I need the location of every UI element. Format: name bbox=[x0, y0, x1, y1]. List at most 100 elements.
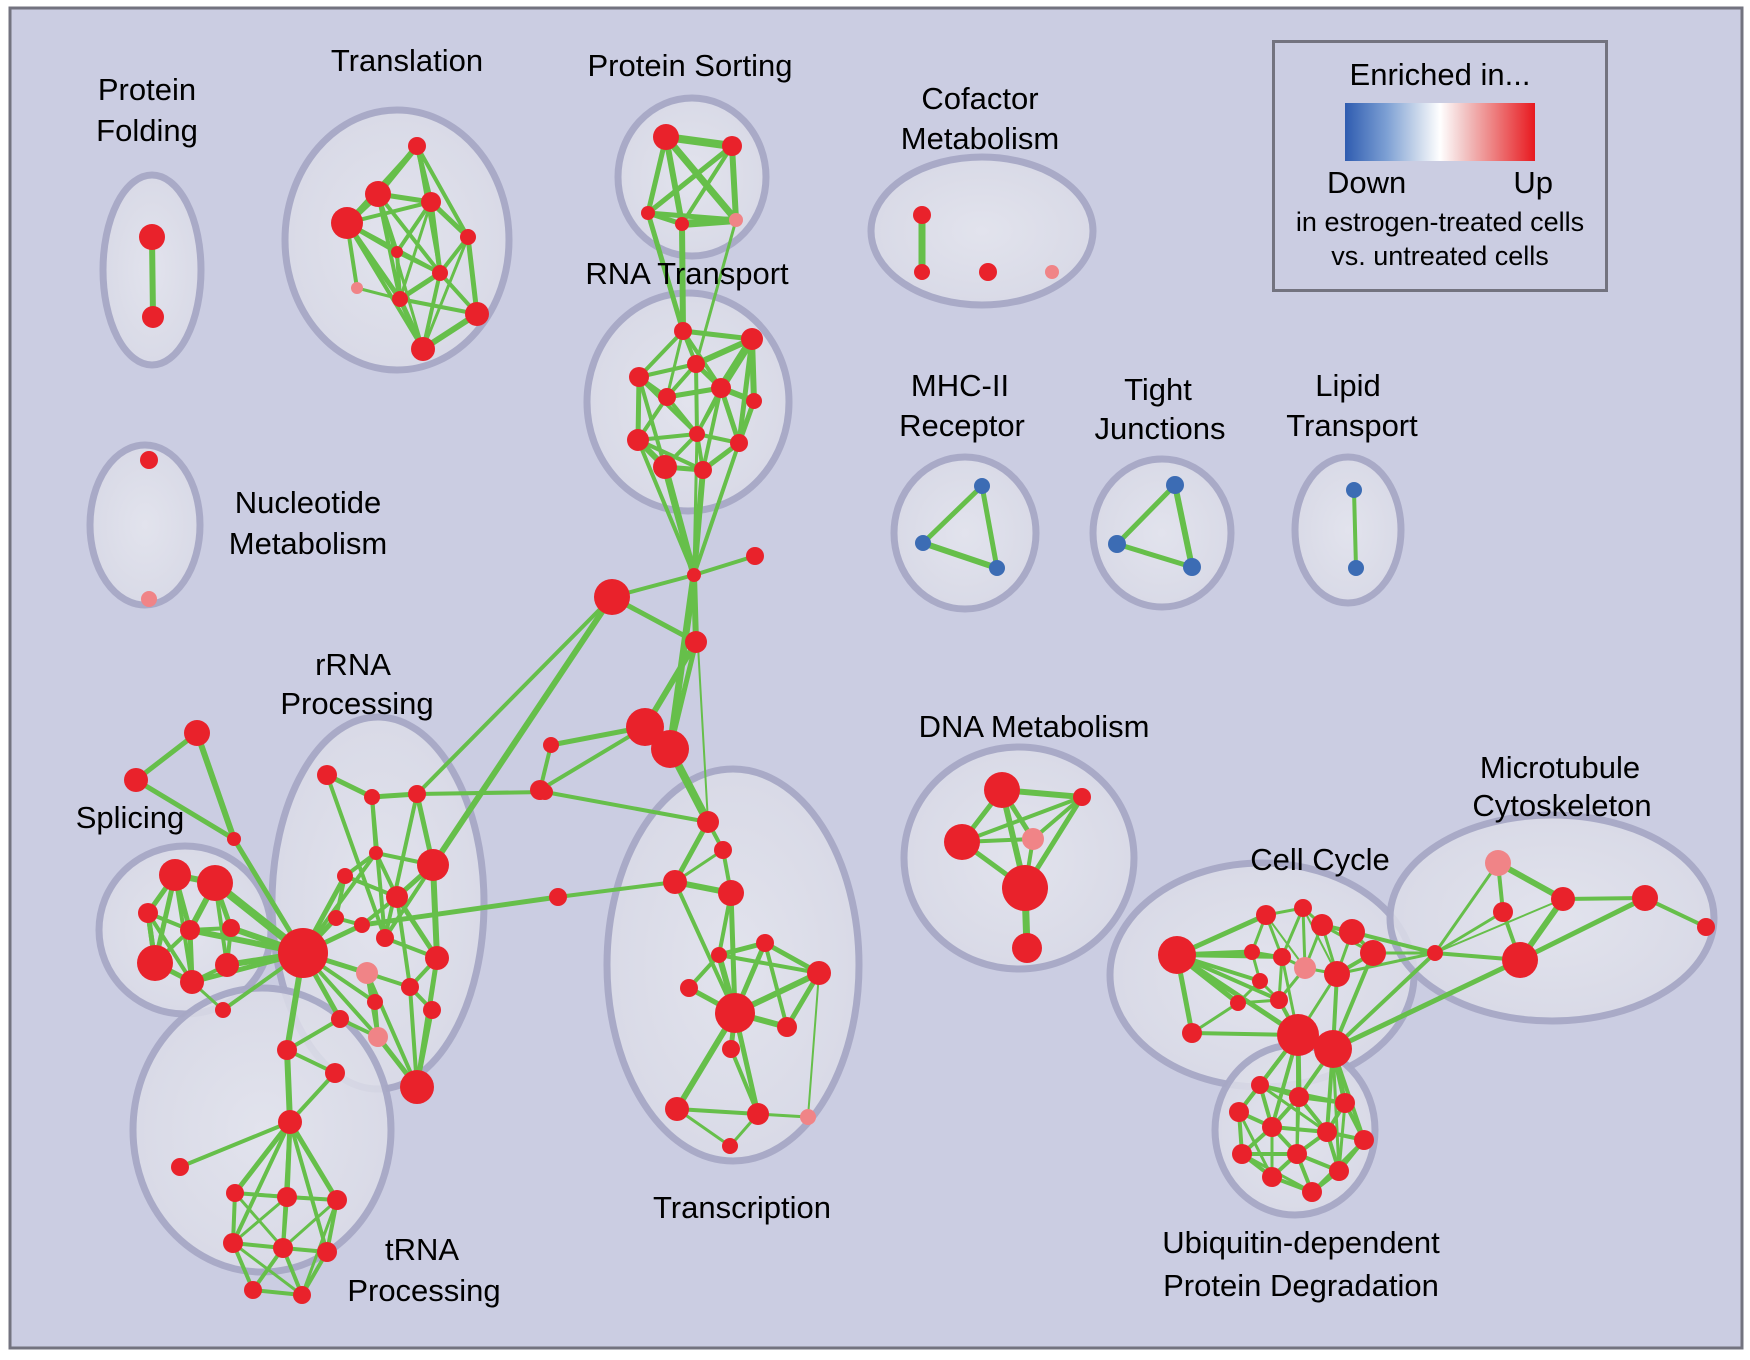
cluster-label-mhc-ii-receptor-0: MHC-II bbox=[911, 368, 1009, 403]
cluster-ellipse-nucleotide-metabolism bbox=[86, 441, 204, 609]
gene-set-node-ps4 bbox=[675, 217, 689, 231]
gene-set-node-rt4 bbox=[629, 367, 649, 387]
gene-set-node-c2 bbox=[278, 1110, 302, 1134]
gene-set-node-r11 bbox=[376, 929, 394, 947]
legend-title: Enriched in... bbox=[1349, 57, 1531, 92]
edge-ps2-ps4 bbox=[680, 144, 734, 226]
gene-set-node-rt9 bbox=[627, 429, 649, 451]
gene-set-node-t8 bbox=[351, 282, 363, 294]
edge-mh2-mh3 bbox=[920, 540, 1000, 571]
gene-set-node-t5 bbox=[460, 229, 476, 245]
gene-set-node-rt7 bbox=[746, 393, 762, 409]
edge-t1-t5 bbox=[415, 144, 470, 239]
gene-set-node-tn5 bbox=[273, 1238, 293, 1258]
edge-c2-tn1 bbox=[232, 1119, 293, 1196]
edge-rt8-j1 bbox=[692, 432, 699, 577]
gene-set-node-mh2 bbox=[915, 535, 931, 551]
edge-tr13-tr14 bbox=[675, 1107, 760, 1116]
gene-set-node-t9 bbox=[392, 291, 408, 307]
edge-ps2-ps5 bbox=[729, 143, 739, 223]
gene-set-node-ccp bbox=[1294, 957, 1316, 979]
gene-set-node-r3 bbox=[408, 785, 426, 803]
edge-ps1-ps4 bbox=[663, 134, 685, 227]
edge-c2-tn3 bbox=[287, 1119, 340, 1203]
gene-set-node-trhub bbox=[715, 993, 755, 1033]
gene-set-node-hp1 bbox=[626, 708, 664, 746]
gene-set-node-ub1 bbox=[1251, 1076, 1269, 1094]
cluster-label-protein-sorting-0: Protein Sorting bbox=[587, 48, 792, 83]
cluster-label-ubiquitin-degradation-1: Protein Degradation bbox=[1163, 1268, 1439, 1303]
edge-tn3-tn5 bbox=[281, 1198, 339, 1250]
gene-set-node-dm5 bbox=[1002, 865, 1048, 911]
gene-set-node-tr12 bbox=[722, 1040, 740, 1058]
cluster-label-tight-junctions-0: Tight bbox=[1124, 372, 1192, 407]
gene-set-node-ub8 bbox=[1232, 1144, 1252, 1164]
edge-mh1-mh3 bbox=[979, 483, 1000, 571]
gene-set-node-tn3 bbox=[327, 1190, 347, 1210]
edge-t5-t11 bbox=[421, 235, 470, 351]
gene-set-node-dm4 bbox=[1022, 828, 1044, 850]
gene-set-node-cc3 bbox=[1311, 914, 1333, 936]
cluster-label-lipid-transport-1: Transport bbox=[1286, 408, 1418, 443]
edge-rt10-j1 bbox=[692, 441, 741, 577]
cluster-ellipse-cofactor-metabolism bbox=[867, 153, 1097, 309]
gene-set-node-dm6 bbox=[1012, 933, 1042, 963]
gene-set-node-sp9 bbox=[215, 1002, 231, 1018]
edge-rt1-rt4 bbox=[637, 329, 685, 379]
cluster-label-microtubule-cytoskeleton-0: Microtubule bbox=[1480, 750, 1640, 785]
edge-mt3-ccb2 bbox=[1330, 957, 1523, 1052]
edge-ps3-rt1 bbox=[645, 210, 686, 334]
gene-set-node-t2 bbox=[365, 181, 391, 207]
cluster-label-transcription-0: Transcription bbox=[653, 1190, 831, 1225]
legend-down-label: Down bbox=[1327, 165, 1407, 200]
edge-mtj-cc13 bbox=[1335, 951, 1437, 976]
gene-set-node-rt8 bbox=[689, 426, 705, 442]
gene-set-node-hub bbox=[278, 928, 328, 978]
gene-set-node-tn1 bbox=[226, 1184, 244, 1202]
edge-mtj-ccb2 bbox=[1331, 951, 1437, 1051]
gene-set-node-s3 bbox=[227, 832, 241, 846]
gene-set-node-mt4 bbox=[1632, 885, 1658, 911]
gene-set-node-r14 bbox=[425, 946, 449, 970]
edge-r10-r19 bbox=[365, 971, 419, 1089]
gene-set-node-ub5 bbox=[1262, 1117, 1282, 1137]
gene-set-node-cc6 bbox=[1273, 948, 1291, 966]
gene-set-node-ub6 bbox=[1317, 1122, 1337, 1142]
edge-pf1-pf2 bbox=[149, 234, 156, 320]
gene-set-node-c1 bbox=[277, 1040, 297, 1060]
edge-tj1-tj3 bbox=[1172, 482, 1195, 570]
gene-set-node-ub10 bbox=[1262, 1167, 1282, 1187]
gene-set-node-sp8 bbox=[215, 953, 239, 977]
edge-ub1-ub6 bbox=[1258, 1083, 1329, 1134]
gene-set-node-ub11 bbox=[1329, 1161, 1349, 1181]
edge-c1-c2 bbox=[284, 1047, 293, 1125]
gene-set-node-cc11 bbox=[1182, 1023, 1202, 1043]
cluster-label-cofactor-metabolism-0: Cofactor bbox=[921, 81, 1038, 116]
edge-mt1-mt4 bbox=[1561, 896, 1647, 901]
gene-set-node-ls1 bbox=[543, 737, 559, 753]
cluster-label-translation-0: Translation bbox=[331, 43, 483, 78]
edge-rt11-j1 bbox=[661, 463, 698, 579]
edge-r6-r14 bbox=[394, 894, 440, 961]
legend: Enriched in... Down Up in estrogen-treat… bbox=[1272, 40, 1608, 292]
edge-rt2-rt10 bbox=[736, 336, 755, 446]
edge-t4-t6 bbox=[395, 200, 433, 254]
legend-gradient-bar bbox=[1345, 103, 1535, 161]
cluster-ellipse-tight-junctions bbox=[1089, 455, 1235, 611]
gene-set-node-ub2 bbox=[1289, 1087, 1309, 1107]
gene-set-node-nm1 bbox=[140, 451, 158, 469]
gene-set-node-t3 bbox=[331, 207, 363, 239]
edge-mtj-mt1 bbox=[1434, 898, 1564, 954]
edge-rt1-rt5 bbox=[665, 329, 685, 399]
gene-set-node-cc4 bbox=[1339, 919, 1365, 945]
gene-set-node-rt10 bbox=[730, 434, 748, 452]
edge-ps4-ps5 bbox=[678, 216, 740, 228]
gene-set-node-r15 bbox=[423, 1001, 441, 1019]
gene-set-node-r5 bbox=[337, 868, 353, 884]
edge-mh1-mh2 bbox=[920, 483, 985, 546]
edge-t7-t11 bbox=[421, 271, 442, 351]
gene-set-node-tr11 bbox=[777, 1017, 797, 1037]
gene-set-node-s2 bbox=[124, 768, 148, 792]
gene-set-node-tj1 bbox=[1166, 476, 1184, 494]
edge-tj2-tj3 bbox=[1114, 541, 1195, 570]
